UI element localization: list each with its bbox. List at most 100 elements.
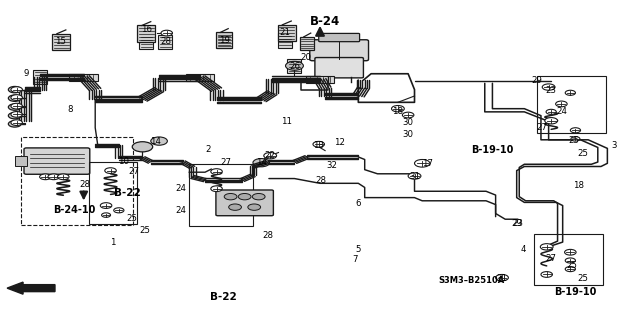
Text: 25: 25 [139,226,150,235]
Text: 14: 14 [150,137,161,146]
Text: 25: 25 [578,274,589,283]
Text: 29: 29 [532,76,543,85]
Bar [159,35,173,49]
FancyBboxPatch shape [310,40,369,61]
Text: 28: 28 [160,37,171,46]
Circle shape [102,213,111,217]
Circle shape [571,137,580,141]
Text: 16: 16 [141,26,152,34]
Text: 25: 25 [569,136,580,145]
Circle shape [252,194,265,200]
Bar [216,33,232,48]
Text: S3M3–B2510A: S3M3–B2510A [439,276,505,285]
Text: 17: 17 [422,159,433,168]
Text: 12: 12 [333,137,345,146]
Text: 7: 7 [353,255,358,264]
Text: 15: 15 [55,38,66,47]
Text: 30: 30 [403,117,413,127]
FancyBboxPatch shape [216,190,273,216]
Text: 5: 5 [356,245,361,254]
Circle shape [565,90,575,95]
Circle shape [151,137,168,145]
Circle shape [408,173,421,179]
Circle shape [264,152,276,159]
Circle shape [540,244,553,250]
Text: B-19-10: B-19-10 [554,287,596,297]
Circle shape [313,141,324,147]
Text: 4: 4 [520,245,526,254]
Text: 24: 24 [556,108,567,116]
Text: 28: 28 [79,181,90,189]
Circle shape [11,120,22,125]
Bar [140,35,154,49]
Text: 30: 30 [403,130,413,139]
Circle shape [228,204,241,210]
Circle shape [11,103,22,109]
Text: 24: 24 [175,184,186,193]
Circle shape [11,87,22,93]
FancyBboxPatch shape [315,57,364,78]
Text: 26: 26 [289,62,300,71]
Text: 31: 31 [497,274,508,283]
Circle shape [556,101,567,107]
Circle shape [8,104,21,110]
Text: 29: 29 [511,219,522,228]
Circle shape [211,186,222,192]
Circle shape [565,258,575,263]
Text: 3: 3 [611,141,616,150]
Text: 19: 19 [219,36,230,45]
Text: B-24-10: B-24-10 [53,205,95,215]
Text: 23: 23 [513,219,524,228]
Text: 27: 27 [220,158,231,167]
Circle shape [11,112,22,117]
Text: 32: 32 [326,161,337,170]
Circle shape [546,109,556,115]
Text: 24: 24 [175,206,186,215]
Bar [15,156,26,166]
Text: 28: 28 [316,176,327,185]
Circle shape [392,106,404,112]
Text: FR.: FR. [30,284,51,294]
Circle shape [495,274,508,281]
Text: 27: 27 [128,167,139,176]
Text: 22: 22 [265,151,276,160]
Circle shape [8,86,21,93]
Circle shape [285,61,303,70]
Circle shape [132,142,153,152]
Circle shape [8,95,21,101]
Circle shape [40,174,51,180]
Text: 23: 23 [546,86,557,95]
Text: 18: 18 [573,181,584,190]
Bar [52,34,70,50]
Circle shape [8,113,21,119]
Circle shape [253,159,269,167]
Text: 25: 25 [578,149,589,158]
Bar [287,59,301,73]
Circle shape [114,208,124,213]
Circle shape [565,267,575,271]
Text: B-19-10: B-19-10 [471,145,514,155]
Text: B-24: B-24 [310,15,340,28]
Text: 28: 28 [262,231,273,240]
Bar [69,74,98,81]
Circle shape [58,174,69,180]
Circle shape [238,194,251,200]
Text: 20: 20 [300,53,312,62]
Text: B-22: B-22 [114,188,141,198]
FancyBboxPatch shape [24,148,90,174]
Text: 25: 25 [567,261,578,271]
Text: 6: 6 [356,199,361,208]
FancyBboxPatch shape [319,33,360,42]
Circle shape [100,203,112,208]
Circle shape [403,112,414,118]
Bar [186,74,214,81]
Circle shape [545,118,557,124]
Text: 8: 8 [67,105,72,114]
Bar [33,70,47,84]
Circle shape [564,249,576,255]
FancyArrow shape [7,282,55,294]
Text: 9: 9 [24,69,29,78]
Text: 14: 14 [256,158,267,167]
Bar [278,33,292,48]
Bar [306,76,334,83]
